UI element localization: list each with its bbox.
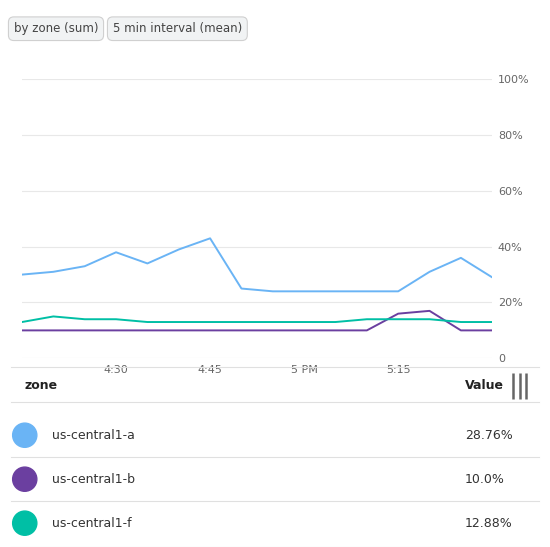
Text: 12.88%: 12.88% (465, 517, 513, 529)
Ellipse shape (13, 423, 37, 447)
Ellipse shape (13, 511, 37, 536)
Text: us-central1-a: us-central1-a (52, 429, 135, 442)
Text: zone: zone (25, 379, 58, 392)
Text: us-central1-f: us-central1-f (52, 517, 132, 529)
Text: by zone (sum): by zone (sum) (14, 22, 98, 35)
Text: us-central1-b: us-central1-b (52, 473, 135, 486)
Text: 5 min interval (mean): 5 min interval (mean) (113, 22, 242, 35)
Text: Value: Value (465, 379, 504, 392)
Ellipse shape (13, 467, 37, 491)
Text: 28.76%: 28.76% (465, 429, 513, 442)
Text: 10.0%: 10.0% (465, 473, 505, 486)
